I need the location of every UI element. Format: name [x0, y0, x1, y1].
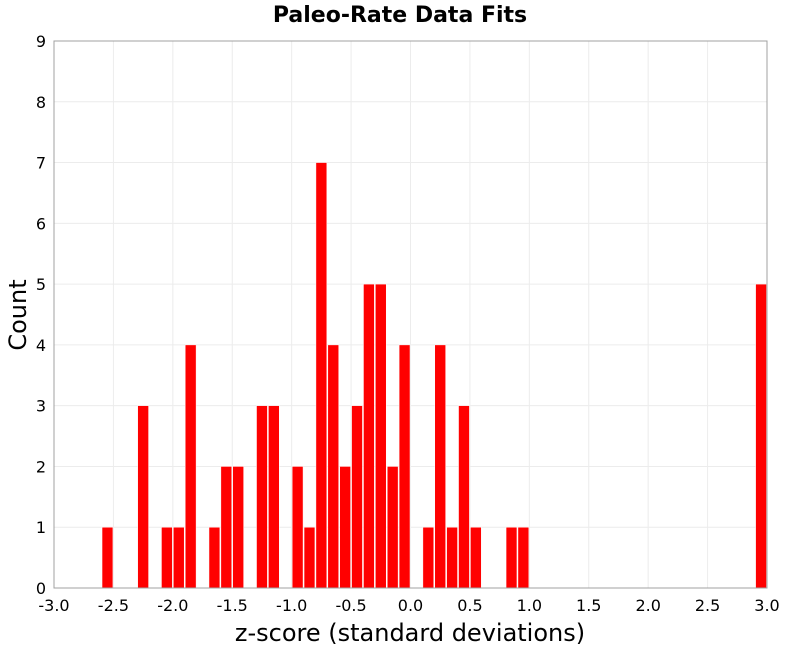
y-tick-label: 7	[36, 154, 46, 173]
histogram-bar	[327, 344, 339, 589]
histogram-bar	[232, 466, 244, 589]
y-tick-label: 0	[36, 579, 46, 598]
histogram-bar	[303, 526, 316, 589]
y-tick-label: 5	[36, 275, 46, 294]
histogram-bar	[458, 405, 470, 589]
x-tick-label: -2.0	[157, 596, 188, 615]
histogram-bar	[386, 466, 399, 589]
y-tick-label: 3	[36, 397, 46, 416]
x-tick-label: 3.0	[754, 596, 779, 615]
y-tick-label: 6	[36, 214, 46, 233]
x-tick-label: 0.5	[457, 596, 482, 615]
x-axis-tick-labels: -3.0 -2.5 -2.0 -1.5 -1.0 -0.5 0.0 0.5 1.0 1.5 2.0 2…	[38, 596, 779, 615]
y-tick-label: 2	[36, 457, 46, 476]
histogram-bar	[101, 526, 114, 589]
x-axis-title: z-score (standard deviations)	[235, 619, 585, 647]
histogram-bar	[291, 466, 304, 589]
histogram-bar	[256, 405, 268, 589]
histogram-bar	[339, 466, 351, 589]
grid-lines	[53, 40, 768, 589]
histogram-bar	[137, 405, 149, 589]
histogram-bar	[446, 526, 458, 589]
histogram-bar	[422, 526, 435, 589]
x-tick-label: -2.5	[98, 596, 129, 615]
histogram-bar	[315, 162, 328, 589]
histogram-bar	[398, 344, 411, 589]
histogram-bar	[268, 405, 280, 589]
histogram-bar	[220, 466, 233, 589]
x-tick-label: 1.5	[576, 596, 601, 615]
bars	[101, 162, 767, 589]
histogram-bar	[755, 283, 767, 589]
histogram-bar	[375, 283, 387, 589]
x-tick-label: -1.0	[276, 596, 307, 615]
histogram-bar	[517, 526, 530, 589]
x-tick-label: 1.0	[517, 596, 542, 615]
histogram-bar	[505, 526, 518, 589]
y-axis-tick-labels: 0 1 2 3 4 5 6 7 8 9	[36, 32, 46, 598]
histogram-bar	[470, 526, 482, 589]
y-tick-label: 1	[36, 518, 46, 537]
histogram-bar	[208, 526, 221, 589]
histogram-bar	[184, 344, 197, 589]
y-tick-label: 8	[36, 93, 46, 112]
x-tick-label: -1.5	[217, 596, 248, 615]
histogram-bar	[363, 283, 375, 589]
x-tick-label: -0.5	[335, 596, 366, 615]
chart-title: Paleo-Rate Data Fits	[273, 3, 527, 28]
y-tick-label: 9	[36, 32, 46, 51]
plot-area-frame	[53, 40, 768, 589]
x-tick-label: 2.0	[635, 596, 660, 615]
y-axis-title: Count	[4, 279, 32, 350]
y-tick-label: 4	[36, 336, 46, 355]
x-tick-label: 0.0	[398, 596, 423, 615]
histogram-bar	[161, 526, 173, 589]
histogram-bar	[434, 344, 446, 589]
x-tick-label: -3.0	[38, 596, 69, 615]
x-tick-label: 2.5	[695, 596, 720, 615]
histogram-bar	[173, 526, 185, 589]
histogram-bar	[351, 405, 363, 589]
